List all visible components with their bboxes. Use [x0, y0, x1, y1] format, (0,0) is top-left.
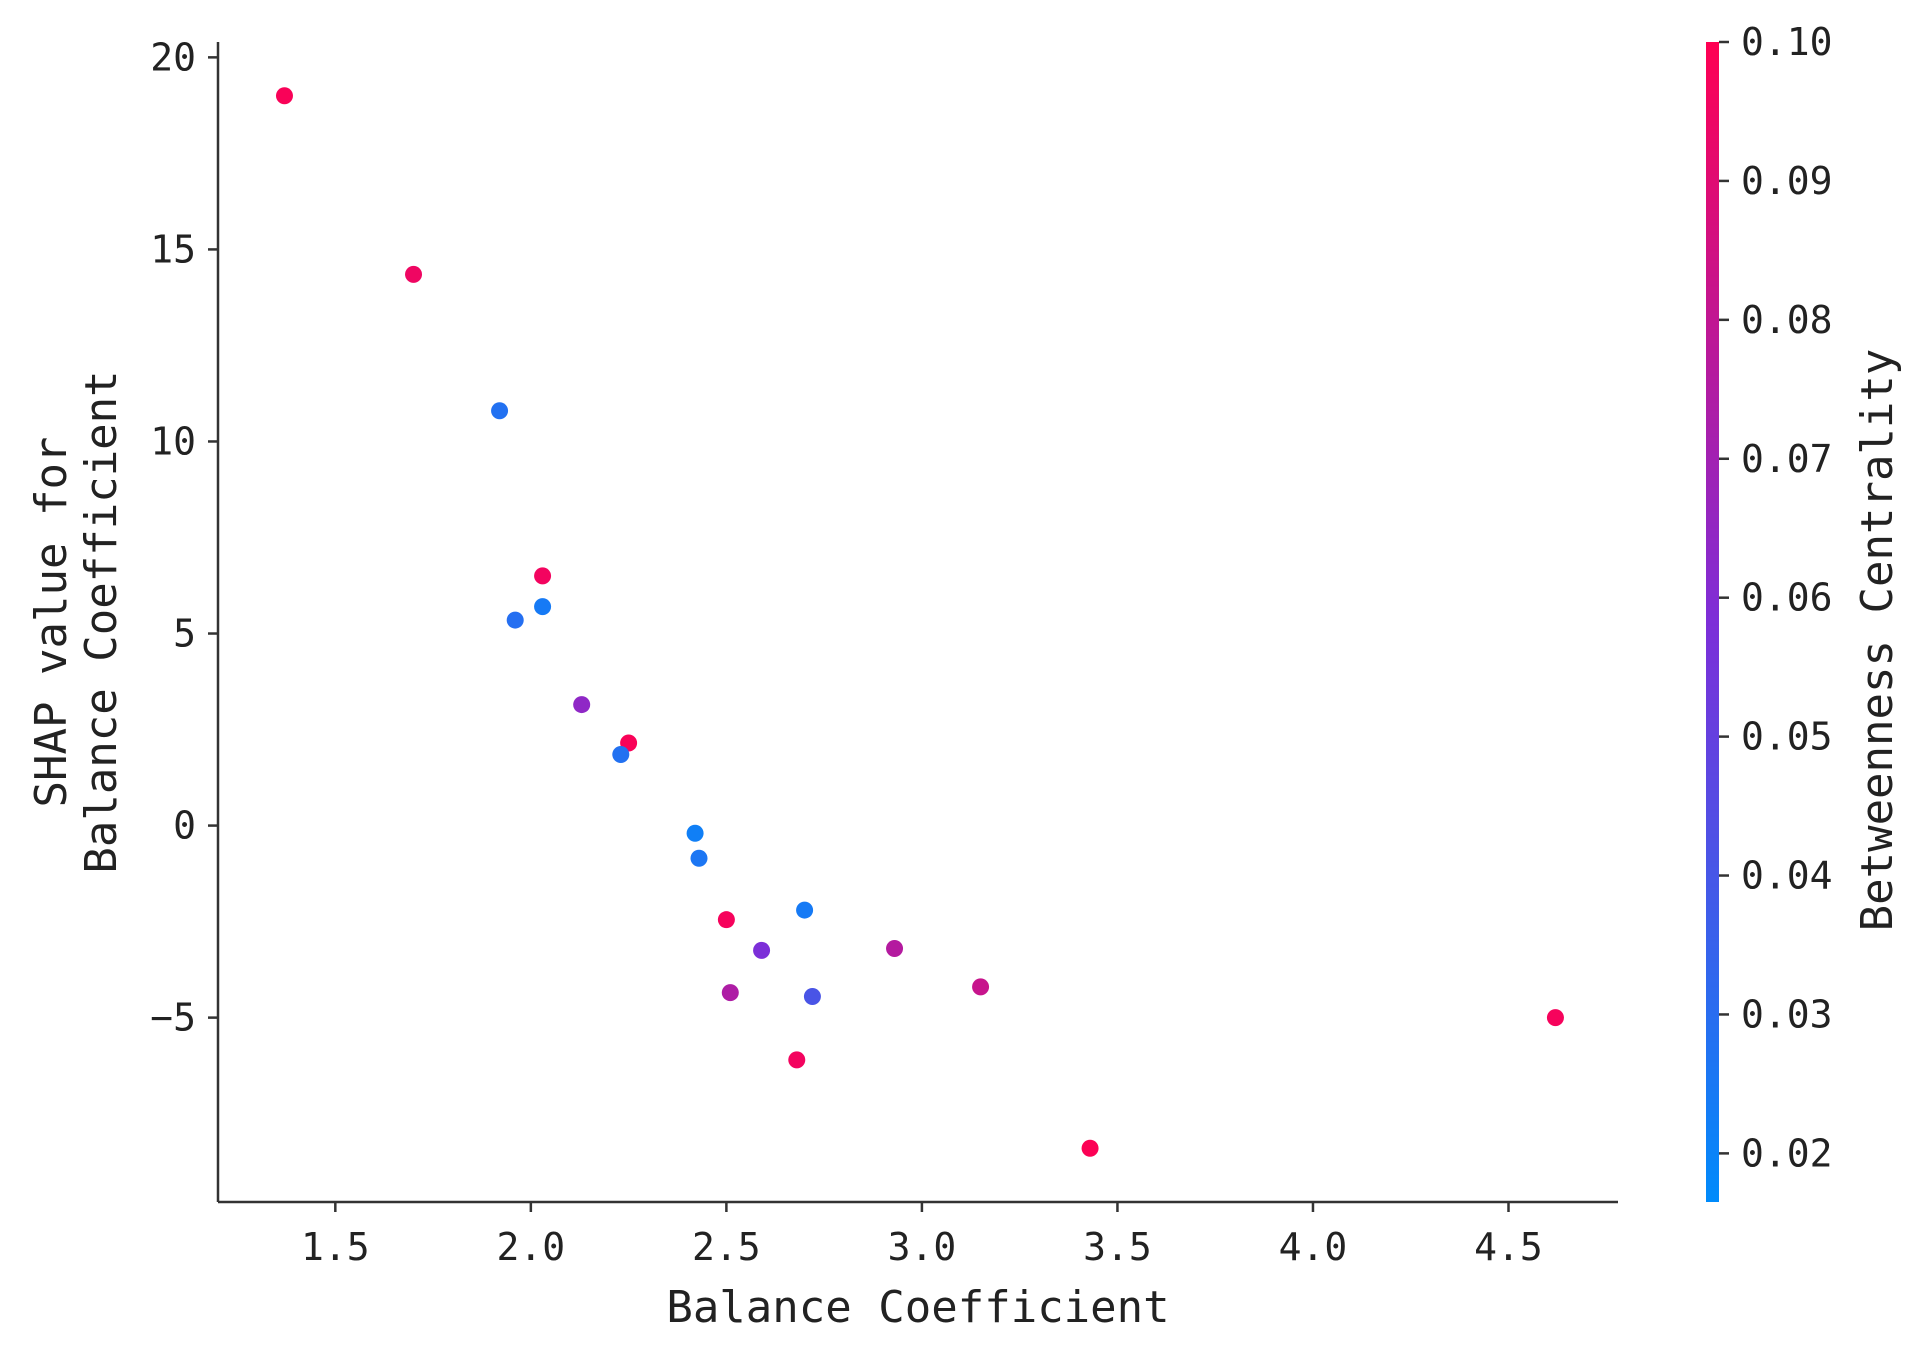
y-tick-label: 20	[150, 35, 196, 79]
data-point	[717, 911, 735, 929]
y-axis-title-line: Balance Coefficient	[76, 370, 127, 873]
x-tick-label: 3.0	[888, 1225, 957, 1269]
colorbar-tick-label: 0.08	[1741, 298, 1833, 342]
colorbar-tick-label: 0.10	[1741, 20, 1833, 64]
plot-area: 1.5 2.0 2.5 3.0 3.5 4.0 4.5 20 15 10 5 0 −5 Balance C…	[26, 35, 1618, 1333]
data-point	[803, 988, 821, 1006]
data-point	[1546, 1009, 1564, 1027]
data-point	[506, 611, 524, 629]
data-point	[972, 978, 990, 996]
colorbar-gradient	[1706, 42, 1719, 1202]
colorbar-tick-label: 0.02	[1741, 1131, 1833, 1175]
colorbar-tick-label: 0.09	[1741, 159, 1833, 203]
y-tick-label: −5	[150, 996, 196, 1040]
data-point	[405, 265, 423, 283]
data-point	[686, 824, 704, 842]
x-tick-label: 4.0	[1279, 1225, 1348, 1269]
data-point	[573, 696, 591, 714]
data-point	[491, 402, 509, 420]
y-tick-label: 5	[173, 612, 196, 656]
colorbar-tick-label: 0.05	[1741, 715, 1833, 759]
y-axis-title: SHAP value forBalance Coefficient	[26, 370, 127, 873]
x-tick-label: 2.5	[692, 1225, 761, 1269]
data-point	[612, 746, 630, 764]
scatter-points	[275, 87, 1564, 1157]
data-point	[275, 87, 293, 105]
colorbar-tick-label: 0.07	[1741, 437, 1833, 481]
data-point	[796, 901, 814, 919]
data-point	[788, 1051, 806, 1069]
y-tick-label: 15	[150, 227, 196, 271]
colorbar-title: Betweenness Centrality	[1852, 349, 1903, 932]
data-point	[753, 941, 771, 959]
colorbar-tick-label: 0.04	[1741, 854, 1833, 898]
x-tick-label: 4.5	[1474, 1225, 1543, 1269]
colorbar-tick-label: 0.06	[1741, 576, 1833, 620]
x-tick-label: 2.0	[497, 1225, 566, 1269]
data-point	[886, 939, 904, 957]
y-tick-label: 10	[150, 419, 196, 463]
data-point	[534, 567, 552, 585]
x-tick-label: 1.5	[301, 1225, 370, 1269]
data-point	[721, 984, 739, 1002]
x-axis-title: Balance Coefficient	[666, 1282, 1169, 1333]
data-point	[690, 849, 708, 867]
colorbar: 0.10 0.09 0.08 0.07 0.06 0.05 0.04 0.03 0.02 Betw…	[1706, 20, 1903, 1202]
data-point	[1081, 1139, 1099, 1157]
y-axis-title-line: SHAP value for	[26, 437, 77, 808]
colorbar-tick-label: 0.03	[1741, 992, 1833, 1036]
y-tick-label: 0	[173, 804, 196, 848]
x-tick-label: 3.5	[1083, 1225, 1152, 1269]
data-point	[534, 598, 552, 616]
